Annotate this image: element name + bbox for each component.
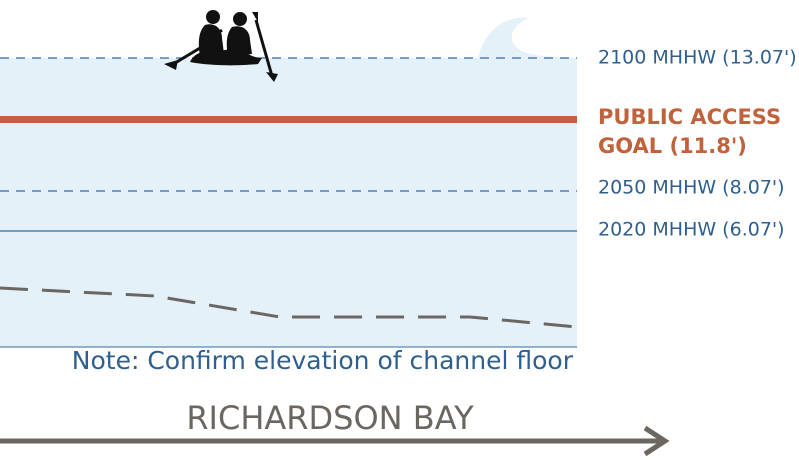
water (0, 58, 577, 347)
goal-label: PUBLIC ACCESS (598, 105, 781, 129)
goal-line (0, 116, 577, 123)
level-label: 2100 MHHW (13.07') (598, 47, 797, 69)
level-label: 2050 MHHW (8.07') (598, 177, 785, 199)
location: RICHARDSON BAY (186, 399, 474, 437)
goal-label: GOAL (11.8') (598, 134, 747, 158)
level-label: 2020 MHHW (6.07') (598, 219, 785, 241)
diagram: 2100 MHHW (13.07') PUBLIC ACCESS GOAL (1… (0, 0, 799, 460)
note: Note: Confirm elevation of channel floor (72, 346, 574, 375)
wave (478, 18, 575, 58)
